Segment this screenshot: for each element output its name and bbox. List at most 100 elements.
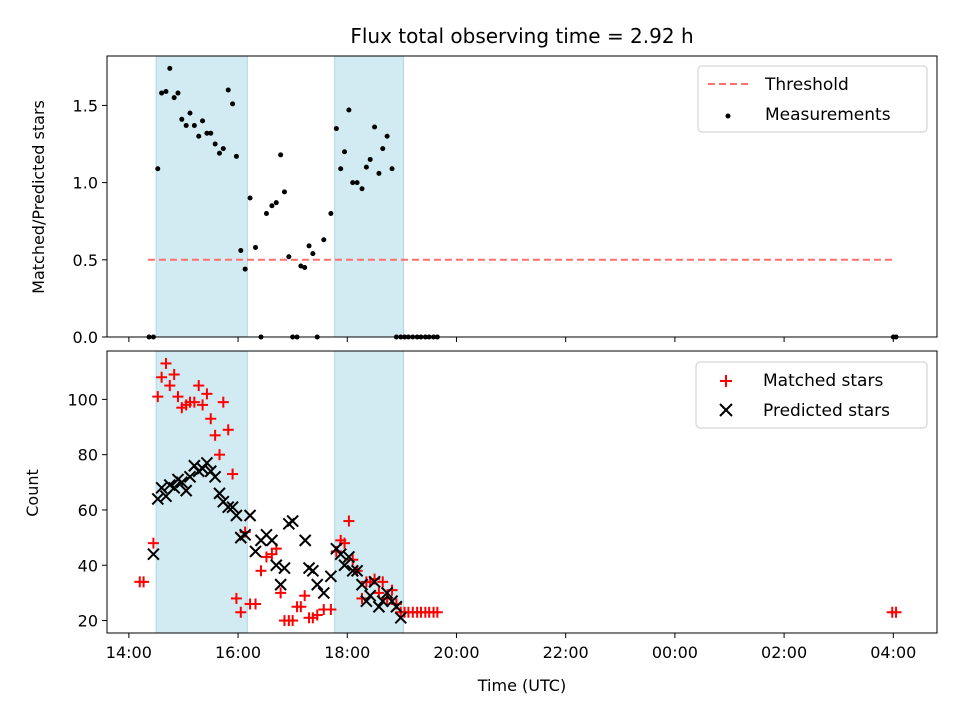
bottom-x-tick-label: 16:00 [215,643,261,662]
matched-star-point [287,615,299,627]
bottom-y-tick-label: 40 [78,556,98,575]
predicted-star-point [286,514,299,528]
bottom-y-axis-label: Count [23,469,42,517]
measurement-point [376,170,382,176]
measurement-point [333,126,339,132]
measurement-point [298,263,304,269]
top-panel: 0.0 0.5 1.0 1.5 Flux total observing time =… [29,24,938,347]
matched-star-point [386,584,398,596]
measurement-point [310,251,316,257]
predicted-star-point [376,594,389,608]
predicted-star-point [183,470,197,484]
matched-star-point [295,601,307,613]
matched-star-point [356,592,368,604]
measurement-point [208,130,214,136]
legend-measurements-label: Measurements [765,105,891,125]
legend-matched-swatch [720,375,732,387]
predicted-star-point [324,570,338,583]
measurement-point [247,195,253,201]
predicted-star-point [167,481,181,495]
measurement-point [321,237,327,243]
matched-star-point [250,598,262,610]
measurement-point [342,149,348,155]
matched-star-point [381,592,393,604]
measurement-point [171,95,177,101]
predicted-star-point [390,600,403,613]
top-x-ticks [128,337,894,342]
measurement-point [187,110,193,116]
matched-star-point [213,449,225,461]
matched-star-point [890,606,902,618]
predicted-star-point [306,564,320,578]
matched-star-point [188,396,200,408]
measurement-point [204,130,210,136]
measurement-point [183,122,189,128]
measurement-point [159,90,165,96]
bottom-y-tick-label: 60 [78,501,98,520]
matched-star-point [377,576,389,588]
matched-star-point [209,429,221,441]
matched-star-point [431,606,443,618]
measurement-point [196,133,202,139]
measurement-point [191,122,197,128]
predicted-star-point [147,547,160,561]
measurement-point [380,146,386,152]
matched-star-point [266,548,278,560]
predicted-star-point [278,561,291,575]
predicted-star-point [334,547,347,561]
predicted-star-point [317,586,330,600]
matched-star-point [275,587,287,599]
measurement-point [346,107,352,113]
matched-star-point [138,576,150,588]
measurement-point [233,153,239,159]
predicted-star-point [175,476,189,489]
measurement-point [167,65,173,71]
top-y-ticks: 0.0 0.5 1.0 1.5 [73,96,107,347]
top-y-tick-label: 0.5 [73,251,98,270]
legend-measurements-swatch [725,113,731,119]
bottom-y-tick-label: 80 [78,446,98,465]
predicted-star-point [179,484,193,497]
predicted-star-point [265,534,279,547]
bottom-y-tick-label: 100 [67,390,98,409]
predicted-star-point [270,559,283,572]
matched-star-point [172,391,184,403]
predicted-star-point [299,534,312,547]
predicted-star-point [360,594,373,608]
bottom-legend: Matched stars Predicted stars [695,361,928,429]
matched-star-point [156,371,168,383]
measurement-point [384,133,390,139]
measurement-point [359,186,365,192]
bottom-x-tick-label: 00:00 [652,643,698,662]
bottom-axes-frame [106,350,938,634]
measurement-point [175,90,181,96]
matched-star-point [201,388,213,400]
matched-star-point [227,468,239,480]
measurement-point [367,156,373,162]
bottom-panel: 20 40 60 80 100 14:00 16:00 18:00 20:00 22:00 00:… [23,350,938,695]
matched-star-point [205,413,217,425]
matched-star-point [193,380,205,392]
matched-star-point [325,604,337,615]
matched-star-point [152,391,164,403]
top-legend: Threshold Measurements [697,65,928,133]
measurement-point [220,146,226,152]
measurement-point [286,254,292,260]
matched-star-point [255,565,267,577]
bottom-x-tick-label: 20:00 [433,643,479,662]
measurement-point [328,210,334,216]
predicted-star-point [342,550,356,564]
bottom-x-tick-label: 02:00 [761,643,807,662]
measurement-point [242,266,248,272]
bottom-x-axis-label: Time (UTC) [477,676,566,695]
legend-threshold-label: Threshold [764,75,849,95]
measurement-point [253,244,259,250]
matched-stars-points [134,357,902,627]
predicted-star-point [151,492,164,506]
matched-star-point [164,380,176,392]
bottom-shaded-intervals [155,350,405,634]
predicted-star-point [213,487,226,500]
bottom-x-tick-label: 18:00 [324,643,370,662]
predicted-star-point [238,528,252,542]
shaded-interval-0 [155,55,248,338]
